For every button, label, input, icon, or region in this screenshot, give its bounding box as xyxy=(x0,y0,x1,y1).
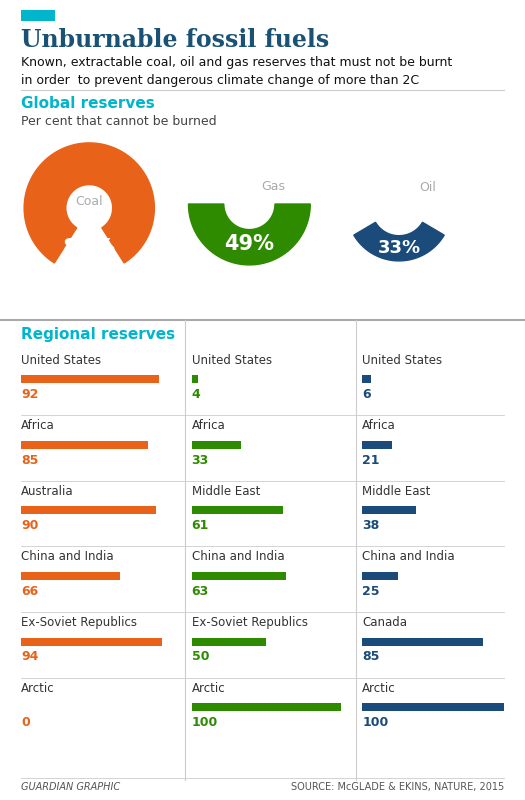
Text: Coal: Coal xyxy=(76,195,103,208)
Text: 0: 0 xyxy=(21,716,30,729)
Text: Arctic: Arctic xyxy=(362,682,396,694)
Text: 4: 4 xyxy=(192,388,201,401)
FancyBboxPatch shape xyxy=(362,572,398,580)
Text: 85: 85 xyxy=(21,454,38,466)
Text: Oil: Oil xyxy=(419,181,436,194)
Text: 94: 94 xyxy=(21,650,38,663)
FancyBboxPatch shape xyxy=(21,572,120,580)
Text: 33: 33 xyxy=(192,454,209,466)
Text: 49%: 49% xyxy=(224,234,275,254)
FancyBboxPatch shape xyxy=(21,375,159,383)
Text: Middle East: Middle East xyxy=(192,485,260,498)
Text: 63: 63 xyxy=(192,585,209,598)
Text: Middle East: Middle East xyxy=(362,485,430,498)
FancyBboxPatch shape xyxy=(362,703,504,711)
Text: 38: 38 xyxy=(362,519,380,532)
Text: Regional reserves: Regional reserves xyxy=(21,327,175,342)
Text: 50: 50 xyxy=(192,650,209,663)
Text: Ex-Soviet Republics: Ex-Soviet Republics xyxy=(21,616,137,629)
Text: Ex-Soviet Republics: Ex-Soviet Republics xyxy=(192,616,308,629)
Text: China and India: China and India xyxy=(192,550,284,563)
Text: Arctic: Arctic xyxy=(21,682,55,694)
FancyBboxPatch shape xyxy=(21,638,162,646)
Text: GUARDIAN GRAPHIC: GUARDIAN GRAPHIC xyxy=(21,782,120,792)
Polygon shape xyxy=(354,222,444,261)
Text: 6: 6 xyxy=(362,388,371,401)
Text: Africa: Africa xyxy=(362,419,396,432)
FancyBboxPatch shape xyxy=(362,638,483,646)
Text: Arctic: Arctic xyxy=(192,682,225,694)
FancyBboxPatch shape xyxy=(21,441,148,449)
Polygon shape xyxy=(188,204,310,265)
FancyBboxPatch shape xyxy=(192,441,241,449)
Text: Canada: Canada xyxy=(362,616,407,629)
Text: United States: United States xyxy=(192,354,272,366)
Text: 33%: 33% xyxy=(377,238,421,257)
Text: 92: 92 xyxy=(21,388,38,401)
Text: China and India: China and India xyxy=(362,550,455,563)
Polygon shape xyxy=(24,143,154,263)
Text: United States: United States xyxy=(21,354,101,366)
Text: China and India: China and India xyxy=(21,550,113,563)
Text: 25: 25 xyxy=(362,585,380,598)
Text: 100: 100 xyxy=(362,716,388,729)
FancyBboxPatch shape xyxy=(192,572,286,580)
FancyBboxPatch shape xyxy=(192,506,283,514)
Text: Known, extractable coal, oil and gas reserves that must not be burnt
in order  t: Known, extractable coal, oil and gas res… xyxy=(21,56,452,87)
Text: 90: 90 xyxy=(21,519,38,532)
Text: Australia: Australia xyxy=(21,485,74,498)
FancyBboxPatch shape xyxy=(362,375,371,383)
Text: 21: 21 xyxy=(362,454,380,466)
Text: Per cent that cannot be burned: Per cent that cannot be burned xyxy=(21,115,217,128)
Text: Africa: Africa xyxy=(21,419,55,432)
Text: 66: 66 xyxy=(21,585,38,598)
Text: Unburnable fossil fuels: Unburnable fossil fuels xyxy=(21,28,329,52)
FancyBboxPatch shape xyxy=(192,703,341,711)
FancyBboxPatch shape xyxy=(362,441,392,449)
Text: Gas: Gas xyxy=(262,181,286,194)
Text: Africa: Africa xyxy=(192,419,225,432)
Text: SOURCE: McGLADE & EKINS, NATURE, 2015: SOURCE: McGLADE & EKINS, NATURE, 2015 xyxy=(291,782,504,792)
FancyBboxPatch shape xyxy=(192,638,266,646)
FancyBboxPatch shape xyxy=(362,506,416,514)
Text: 85: 85 xyxy=(362,650,380,663)
Text: 61: 61 xyxy=(192,519,209,532)
FancyBboxPatch shape xyxy=(21,10,55,21)
Text: United States: United States xyxy=(362,354,443,366)
Text: 82%: 82% xyxy=(62,238,116,258)
FancyBboxPatch shape xyxy=(192,375,197,383)
FancyBboxPatch shape xyxy=(21,506,155,514)
Text: 100: 100 xyxy=(192,716,218,729)
Text: Global reserves: Global reserves xyxy=(21,96,155,111)
